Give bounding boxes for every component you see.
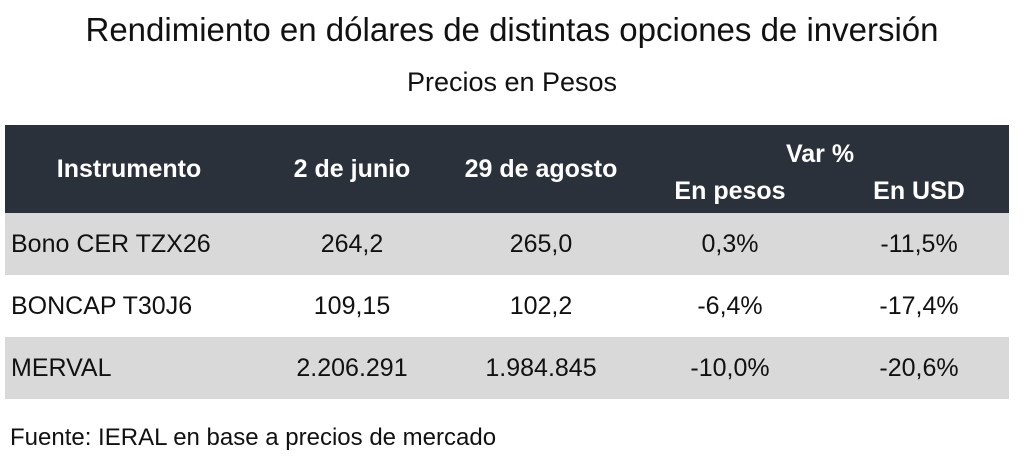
page-subtitle: Precios en Pesos (406, 67, 618, 97)
source-note: Fuente: IERAL en base a precios de merca… (10, 424, 497, 451)
cell-var-pesos: -6,4% (631, 275, 829, 337)
cell-var-usd: -17,4% (829, 275, 1010, 337)
cell-date-end: 265,0 (451, 213, 631, 275)
cell-var-pesos: 0,3% (631, 213, 829, 275)
cell-var-usd: -20,6% (829, 337, 1010, 399)
table-row: Bono CER TZX26 264,2 265,0 0,3% -11,5% (5, 213, 1010, 275)
table-body: Bono CER TZX26 264,2 265,0 0,3% -11,5% B… (5, 213, 1010, 399)
table-row: BONCAP T30J6 109,15 102,2 -6,4% -17,4% (5, 275, 1010, 337)
cell-instrument: BONCAP T30J6 (5, 275, 253, 337)
cell-instrument: Bono CER TZX26 (5, 213, 253, 275)
cell-var-pesos: -10,0% (631, 337, 829, 399)
header-var-pesos: En pesos (631, 169, 829, 213)
header-date-start: 2 de junio (253, 125, 451, 213)
cell-instrument: MERVAL (5, 337, 253, 399)
table-row: MERVAL 2.206.291 1.984.845 -10,0% -20,6% (5, 337, 1010, 399)
cell-var-usd: -11,5% (829, 213, 1010, 275)
header-var-usd: En USD (829, 169, 1010, 213)
page-title: Rendimiento en dólares de distintas opci… (85, 11, 939, 48)
header-date-end: 29 de agosto (451, 125, 631, 213)
header-var-group: Var % (631, 125, 1010, 169)
cell-date-end: 102,2 (451, 275, 631, 337)
cell-date-start: 109,15 (253, 275, 451, 337)
cell-date-start: 264,2 (253, 213, 451, 275)
table-header: Instrumento 2 de junio 29 de agosto Var … (5, 125, 1010, 213)
returns-table: Instrumento 2 de junio 29 de agosto Var … (5, 125, 1010, 399)
cell-date-start: 2.206.291 (253, 337, 451, 399)
header-instrument: Instrumento (5, 125, 253, 213)
cell-date-end: 1.984.845 (451, 337, 631, 399)
